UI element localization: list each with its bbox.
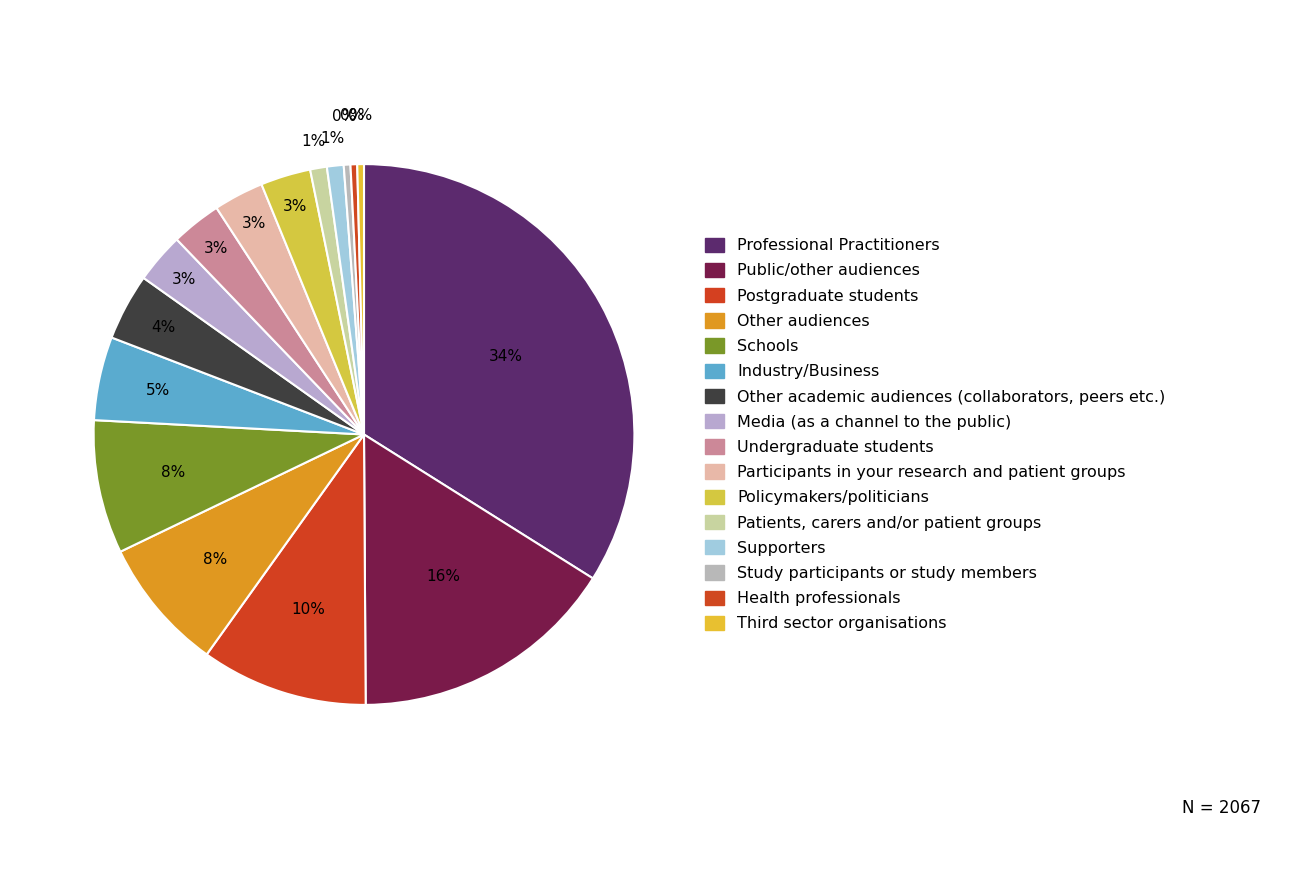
Wedge shape	[217, 184, 364, 434]
Wedge shape	[143, 240, 364, 434]
Text: 3%: 3%	[242, 216, 265, 231]
Text: 5%: 5%	[146, 383, 170, 398]
Wedge shape	[351, 164, 364, 434]
Wedge shape	[207, 434, 365, 705]
Text: 10%: 10%	[291, 602, 325, 617]
Wedge shape	[358, 164, 364, 434]
Wedge shape	[177, 208, 364, 434]
Text: N = 2067: N = 2067	[1182, 799, 1261, 817]
Text: 16%: 16%	[426, 568, 460, 584]
Wedge shape	[121, 434, 364, 654]
Text: 3%: 3%	[172, 272, 196, 287]
Wedge shape	[261, 169, 364, 434]
Text: 3%: 3%	[204, 241, 229, 255]
Text: 8%: 8%	[203, 553, 228, 567]
Wedge shape	[326, 165, 364, 434]
Wedge shape	[94, 420, 364, 552]
Legend: Professional Practitioners, Public/other audiences, Postgraduate students, Other: Professional Practitioners, Public/other…	[697, 229, 1173, 640]
Wedge shape	[343, 164, 364, 434]
Text: 3%: 3%	[282, 199, 307, 215]
Wedge shape	[112, 278, 364, 434]
Text: 4%: 4%	[152, 320, 176, 335]
Wedge shape	[94, 337, 364, 434]
Wedge shape	[364, 164, 634, 579]
Text: 1%: 1%	[302, 134, 326, 149]
Wedge shape	[364, 434, 593, 705]
Text: 0%: 0%	[339, 108, 364, 123]
Wedge shape	[311, 167, 364, 434]
Text: 1%: 1%	[320, 131, 345, 146]
Text: 34%: 34%	[489, 348, 523, 363]
Text: 0%: 0%	[348, 108, 372, 123]
Text: 0%: 0%	[332, 109, 356, 123]
Text: 8%: 8%	[161, 465, 185, 481]
